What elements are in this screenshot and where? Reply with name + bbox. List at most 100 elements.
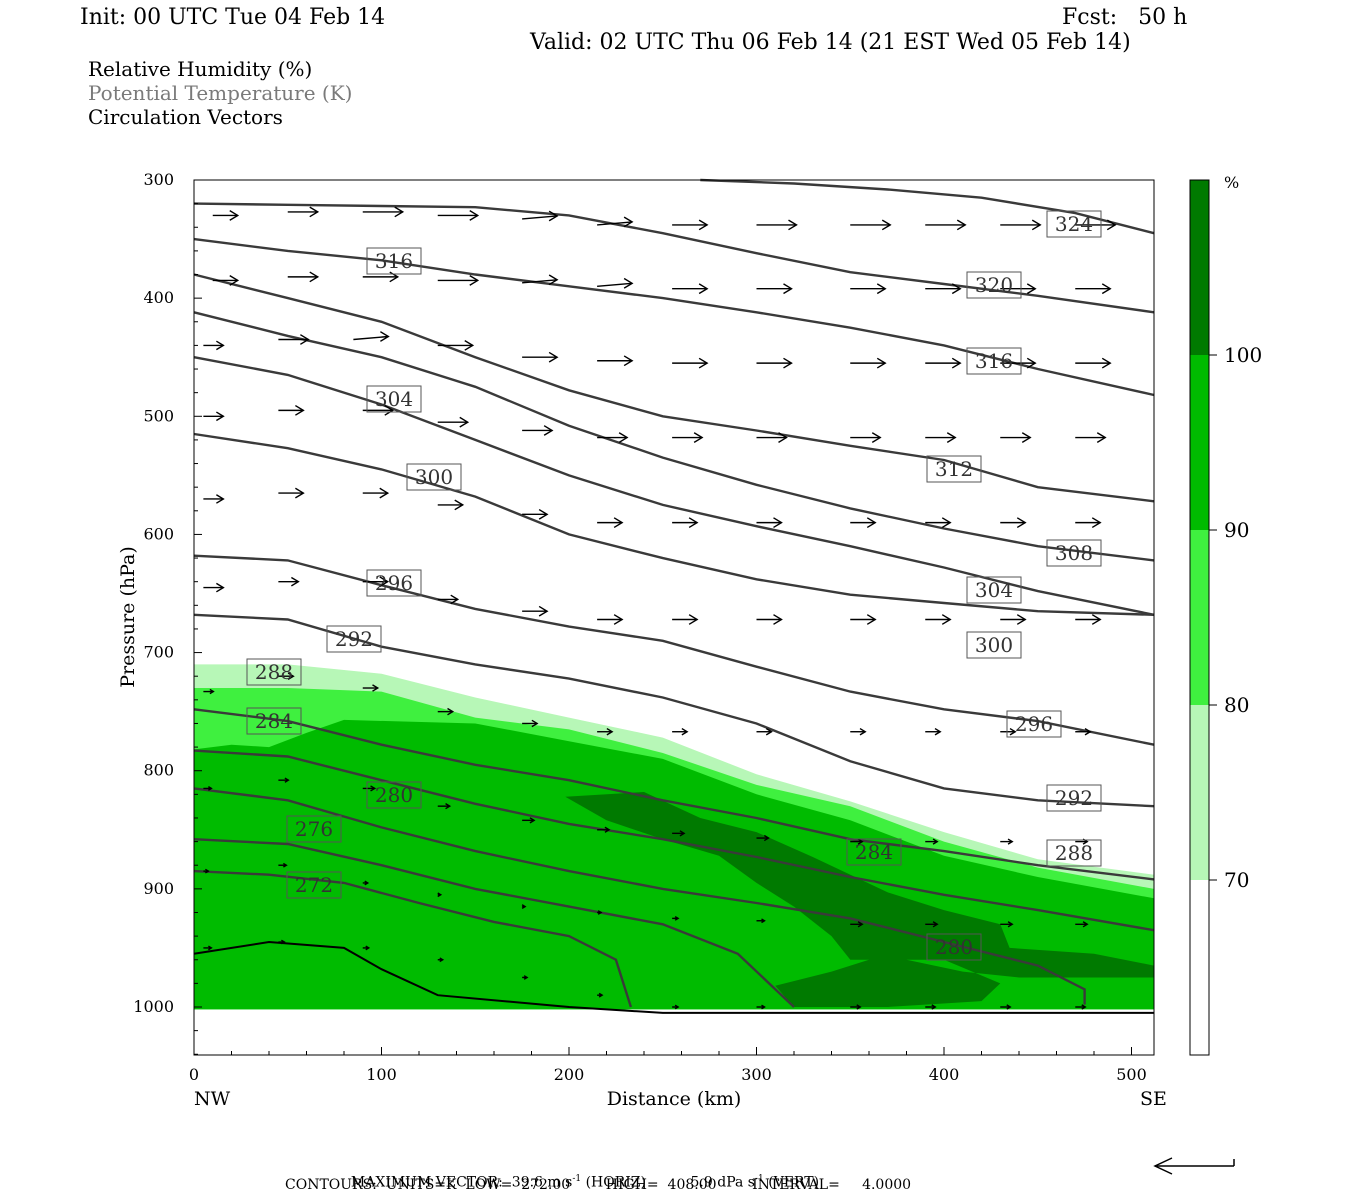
contour-label: 284 xyxy=(246,707,302,735)
contour-label: 272 xyxy=(286,871,342,899)
vector-head xyxy=(469,210,480,221)
vector-head xyxy=(548,274,559,286)
vector-head xyxy=(287,672,295,680)
vector-head xyxy=(698,219,709,231)
vector-head xyxy=(1016,614,1027,625)
circulation-vector xyxy=(437,957,445,963)
circulation-vector xyxy=(362,684,380,692)
vector-head xyxy=(783,283,793,295)
vector-head xyxy=(295,487,305,499)
contour-label: 288 xyxy=(1046,839,1102,867)
circulation-vector xyxy=(597,727,614,736)
contour-label-text: 276 xyxy=(295,817,333,841)
vector-head xyxy=(384,404,395,416)
legend-potential-temperature: Potential Temperature (K) xyxy=(88,81,353,105)
x-tick-label: 0 xyxy=(189,1065,199,1084)
contour-label: 280 xyxy=(366,781,422,809)
circulation-vector xyxy=(850,357,887,369)
circulation-vector xyxy=(597,432,629,443)
theta-contour-280 xyxy=(193,787,1086,1005)
circulation-vector xyxy=(437,892,443,898)
contour-label-box xyxy=(406,463,462,491)
terrain-line xyxy=(193,940,1154,1014)
vector-head xyxy=(209,688,215,695)
vector-head xyxy=(857,838,864,845)
vector-head xyxy=(1031,219,1042,231)
vector-head xyxy=(674,1004,680,1010)
circulation-vector xyxy=(756,727,773,736)
vector-head xyxy=(208,945,213,951)
contour-label-text: 296 xyxy=(1015,712,1053,736)
contour-label-text: 296 xyxy=(375,571,413,595)
x-tick-label: 200 xyxy=(554,1065,585,1084)
contour-label: 308 xyxy=(1046,539,1102,567)
theta-contour-304 xyxy=(193,356,1155,616)
vector-head xyxy=(229,210,240,221)
colorbar-unit: % xyxy=(1224,173,1239,192)
legend-circulation-vectors: Circulation Vectors xyxy=(88,105,283,129)
circulation-vector xyxy=(925,614,952,625)
circulation-vector xyxy=(756,432,788,443)
circulation-vector xyxy=(1075,1004,1087,1010)
circulation-vector xyxy=(362,404,395,416)
circulation-vector xyxy=(597,517,624,529)
x-tick-label: 500 xyxy=(1116,1065,1147,1084)
circulation-vector xyxy=(925,1004,937,1010)
vector-head xyxy=(216,494,225,504)
circulation-vector xyxy=(522,817,536,824)
circulation-vector xyxy=(1075,614,1102,625)
circulation-vector xyxy=(353,331,390,342)
plot-frame xyxy=(193,179,1155,1056)
contour-label-box xyxy=(966,271,1022,299)
circulation-vector xyxy=(437,499,465,511)
circulation-vector xyxy=(850,614,877,625)
vector-head xyxy=(681,727,689,736)
vector-head xyxy=(380,331,390,342)
contour-label-box xyxy=(846,838,902,866)
vector-head xyxy=(618,432,629,443)
circulation-vector xyxy=(672,830,686,837)
vector-head xyxy=(205,868,210,874)
vector-head xyxy=(548,351,559,363)
contour-label: 320 xyxy=(966,271,1022,299)
vector-head xyxy=(598,992,604,998)
forecast-hour: Fcst: 50 h xyxy=(1062,5,1188,30)
circulation-vector xyxy=(1000,432,1032,443)
vector-head xyxy=(450,594,460,605)
theta-contour-284 xyxy=(193,749,1155,932)
circulation-vector xyxy=(925,727,942,736)
vector-head xyxy=(447,707,455,716)
colorbar-segment xyxy=(1190,180,1209,355)
vector-head xyxy=(1101,357,1112,369)
circulation-vector xyxy=(1000,727,1017,736)
x-tick-label: 300 xyxy=(741,1065,772,1084)
circulation-vector xyxy=(850,283,887,295)
contour-label-text: 300 xyxy=(415,465,453,489)
circulation-vector xyxy=(597,910,603,915)
vector-head xyxy=(778,432,788,443)
circulation-vector xyxy=(522,210,559,222)
circulation-vector xyxy=(278,404,305,416)
vector-head xyxy=(1082,921,1089,928)
vector-shaft xyxy=(522,215,558,220)
circulation-vector xyxy=(1075,283,1112,295)
circulation-vector xyxy=(362,206,405,218)
circulation-vector xyxy=(287,206,320,218)
vector-head xyxy=(674,915,680,921)
vector-head xyxy=(379,487,390,499)
vector-head xyxy=(951,357,962,369)
circulation-vector xyxy=(203,786,213,791)
contour-label-text: 304 xyxy=(375,387,413,411)
circulation-vector xyxy=(437,707,455,716)
vector-head xyxy=(208,786,213,791)
circulation-vector xyxy=(756,834,770,842)
vector-head xyxy=(459,416,470,428)
circulation-vector xyxy=(437,275,480,286)
circulation-vector xyxy=(925,921,939,928)
contour-label-box xyxy=(926,455,982,483)
vector-head xyxy=(1084,727,1092,736)
theta-contour-312 xyxy=(193,273,1155,503)
circulation-vector xyxy=(203,494,225,504)
vector-head xyxy=(698,283,709,295)
contour-label: 296 xyxy=(1006,710,1062,738)
